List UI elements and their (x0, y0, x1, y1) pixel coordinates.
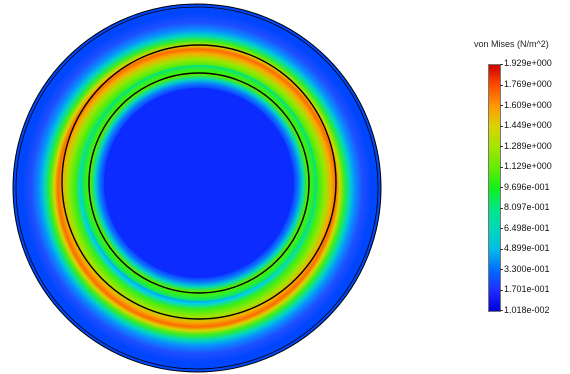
legend-label-5: 1.289e+000 (504, 141, 552, 151)
tick-mark (500, 105, 503, 106)
legend-label-12: 1.701e-001 (504, 284, 550, 294)
legend-label-7: 9.696e-001 (504, 182, 550, 192)
tick-mark (500, 146, 503, 147)
tick-mark (500, 64, 503, 65)
tick-mark (500, 84, 503, 86)
center-cap (104, 88, 294, 278)
tick-mark (500, 125, 503, 127)
tick-mark (500, 166, 503, 168)
stress-legend: von Mises (N/m^2) 1.929e+000 1.769e+000 … (470, 36, 570, 326)
legend-label-8: 8.097e-001 (504, 202, 550, 212)
legend-label-6: 1.129e+000 (504, 161, 552, 171)
legend-label-11: 3.300e-001 (504, 264, 550, 274)
legend-label-10: 4.899e-001 (504, 243, 550, 253)
legend-label-1: 1.929e+000 (504, 58, 552, 68)
legend-title: von Mises (N/m^2) (474, 39, 549, 49)
tick-mark (500, 269, 503, 270)
tick-mark (500, 248, 503, 250)
outer-ring-edge (15, 6, 379, 370)
inner-ring-edge (88, 72, 310, 294)
legend-label-2: 1.769e+000 (504, 79, 552, 89)
legend-label-13: 1.018e-002 (504, 305, 550, 315)
tick-mark (500, 289, 503, 291)
stress-plot[interactable] (0, 0, 400, 374)
tick-mark (500, 207, 503, 209)
color-bar (488, 64, 501, 312)
tick-mark (500, 310, 503, 311)
legend-label-9: 6.498e-001 (504, 223, 550, 233)
tick-mark (500, 228, 503, 229)
tick-mark (500, 187, 503, 188)
middle-ring-edge (61, 44, 337, 320)
legend-label-3: 1.609e+000 (504, 100, 552, 110)
legend-label-4: 1.449e+000 (504, 120, 552, 130)
